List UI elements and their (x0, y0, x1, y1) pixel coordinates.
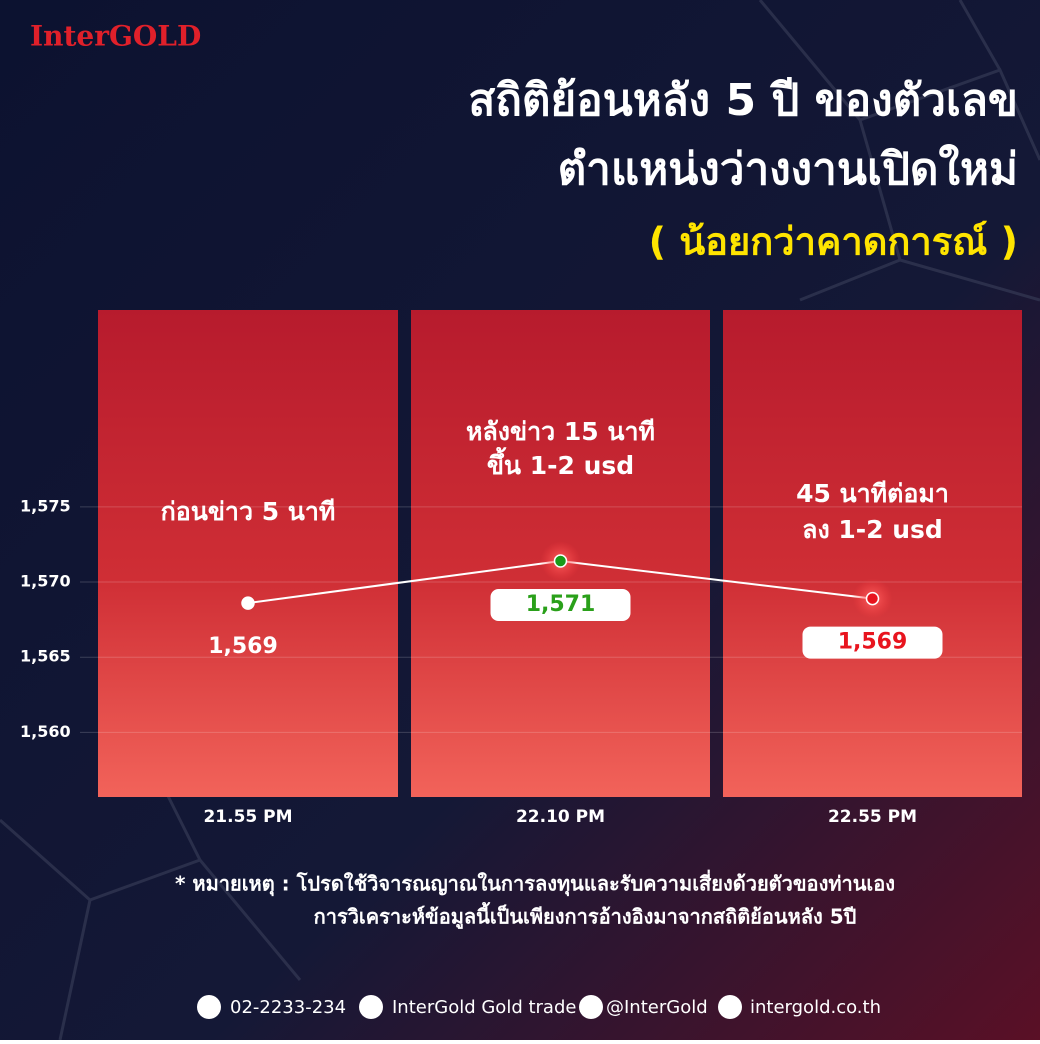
x-tick-label: 21.55 PM (203, 807, 292, 827)
footer-text: InterGold Gold trade (392, 997, 576, 1018)
annotation: ก่อนข่าว 5 นาที (161, 497, 336, 526)
label-box (802, 626, 943, 659)
web-icon (718, 995, 742, 1019)
label-box (490, 589, 631, 622)
line-icon (579, 995, 603, 1019)
value-label: 1,571 (526, 592, 596, 617)
y-tick-label: 1,575 (20, 496, 71, 515)
title: ตำแหน่งว่างงานเปิดใหม่ (558, 143, 1018, 195)
annotation: หลังข่าว 15 นาที (466, 417, 655, 446)
phone-icon (197, 995, 221, 1019)
annotation: ขึ้น 1-2 usd (487, 446, 634, 480)
footer-text: @InterGold (606, 997, 708, 1018)
title: สถิติย้อนหลัง 5 ปี ของตัวเลข (468, 75, 1018, 126)
y-tick-label: 1,565 (20, 647, 71, 666)
footer: 02-2233-234 InterGold Gold trade @InterG… (197, 995, 881, 1019)
annotation: ลง 1-2 usd (802, 515, 943, 544)
value-label: 1,569 (208, 634, 278, 659)
value-label: 1,569 (838, 630, 908, 655)
footer-text: 02-2233-234 (230, 997, 346, 1018)
x-tick-label: 22.55 PM (828, 807, 917, 827)
point (553, 554, 568, 568)
annotation: 45 นาทีต่อมา (796, 479, 949, 508)
point (241, 596, 255, 610)
note: การวิเคราะห์ข้อมูลนี้เป็นเพียงการอ้างอิง… (314, 902, 857, 931)
subtitle: ( น้อยกว่าคาดการณ์ ) (649, 220, 1018, 264)
panel (723, 310, 1022, 797)
x-tick-label: 22.10 PM (516, 807, 605, 827)
facebook-icon (359, 995, 383, 1019)
panel (98, 310, 398, 797)
y-tick-label: 1,560 (20, 722, 71, 741)
note: * หมายเหตุ : โปรดใช้วิจารณญาณในการลงทุนแ… (175, 869, 895, 897)
y-tick-label: 1,570 (20, 572, 71, 591)
logo: InterGOLD (30, 20, 201, 53)
point (865, 591, 880, 606)
footer-text: intergold.co.th (750, 997, 881, 1018)
